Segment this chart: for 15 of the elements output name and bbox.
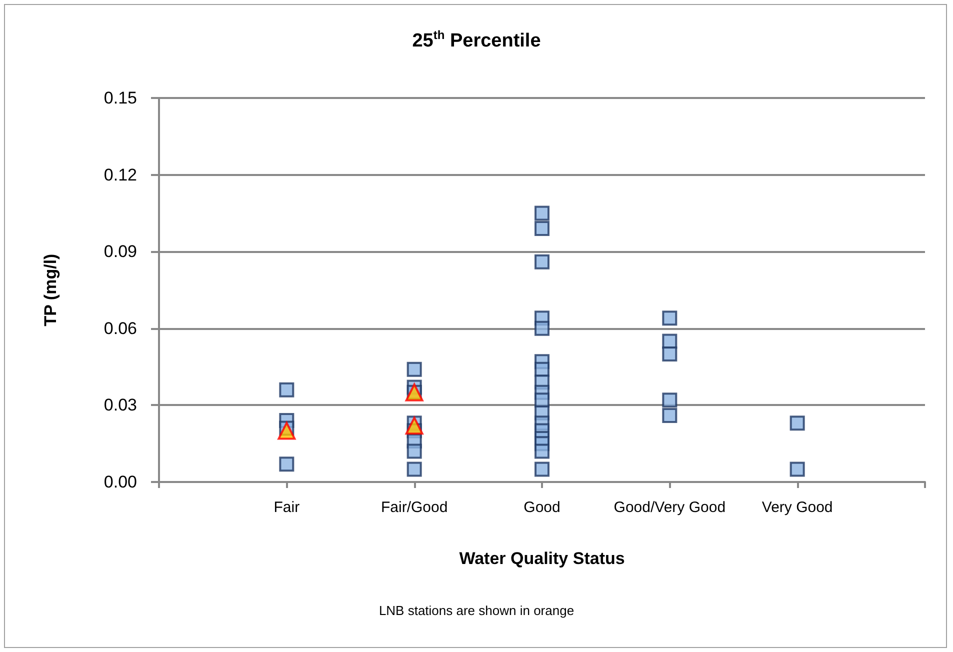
y-tick-label: 0.00 [104,472,137,492]
y-axis-title: TP (mg/l) [41,254,60,326]
y-tick-label: 0.09 [104,242,137,262]
x-axis-title: Water Quality Status [459,549,625,568]
x-tick-label: Good/Very Good [614,499,726,516]
y-tick-label: 0.03 [104,396,137,415]
x-tick-label: Fair [274,499,300,516]
y-tick-label: 0.06 [104,318,137,338]
x-tick-label: Very Good [762,499,833,516]
x-tick-label: Good [524,499,560,516]
x-tick-label: Fair/Good [380,499,448,516]
chart-title: 25$^{th}$ Percentile [411,28,542,52]
y-tick-label: 0.12 [104,165,137,184]
text: LNB stations are shown in orange [378,603,576,618]
y-tick-label: 0.15 [104,88,137,108]
